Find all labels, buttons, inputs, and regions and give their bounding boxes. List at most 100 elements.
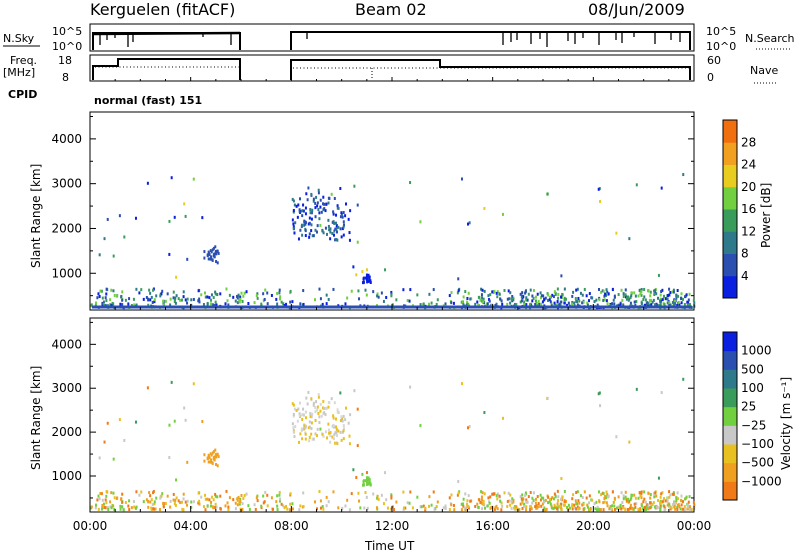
power-point [336, 230, 339, 234]
power-point [153, 298, 156, 302]
colorbar-swatch [723, 253, 737, 277]
velocity-point [312, 403, 315, 407]
power-point [192, 297, 195, 301]
velocity-point [615, 506, 618, 510]
power-point [311, 208, 314, 212]
velocity-point [227, 505, 230, 509]
power-point [319, 297, 322, 301]
velocity-point [624, 495, 627, 499]
velocity-point [513, 506, 516, 510]
power-point [330, 192, 333, 196]
velocity-point [634, 505, 637, 509]
velocity-point [366, 479, 369, 483]
power-point [366, 280, 369, 284]
velocity-point [681, 507, 684, 511]
power-point [598, 187, 601, 191]
velocity-point [332, 416, 335, 420]
velocity-point [110, 506, 113, 510]
power-point [293, 231, 296, 235]
velocity-point [515, 507, 518, 511]
power-point [646, 301, 649, 305]
power-point [532, 288, 535, 292]
velocity-point [384, 471, 387, 475]
velocity-point [96, 498, 99, 502]
velocity-point [148, 491, 151, 495]
velocity-point [376, 496, 379, 500]
velocity-point [668, 490, 671, 494]
velocity-point [523, 505, 526, 509]
velocity-point [385, 498, 388, 502]
velocity-point [496, 492, 499, 496]
velocity-point [254, 507, 257, 511]
velocity-point [217, 455, 220, 459]
velocity-point [408, 501, 411, 505]
velocity-point [586, 505, 589, 509]
velocity-point [390, 493, 393, 497]
velocity-point [671, 492, 674, 496]
station-title: Kerguelen (fitACF) [90, 0, 235, 19]
power-point [692, 298, 695, 302]
power-point [313, 298, 316, 302]
power-point [668, 301, 671, 305]
velocity-point [511, 501, 514, 505]
power-point [105, 287, 108, 291]
power-point [124, 298, 127, 302]
power-point [302, 302, 305, 306]
freq-trace-segment-2 [290, 59, 691, 80]
velocity-point [103, 505, 106, 509]
velocity-point [292, 412, 295, 416]
power-point [159, 294, 162, 298]
velocity-point [361, 472, 364, 476]
power-point [292, 227, 295, 231]
power-point [308, 232, 311, 236]
velocity-point [525, 505, 528, 509]
power-point [342, 210, 345, 214]
power-point [483, 289, 486, 293]
power-point [661, 288, 664, 292]
velocity-point [345, 406, 348, 410]
velocity-point [481, 491, 484, 495]
power-point [134, 216, 137, 220]
power-point [322, 202, 325, 206]
power-point [663, 294, 666, 298]
velocity-point [526, 500, 529, 504]
power-point [595, 298, 598, 302]
power-point [529, 288, 532, 292]
power-point [240, 291, 243, 295]
velocity-point [241, 502, 244, 506]
velocity-point [680, 503, 683, 507]
velocity-point [348, 434, 351, 438]
colorbar-swatch [723, 369, 737, 389]
power-point [200, 293, 203, 297]
velocity-point [138, 493, 141, 497]
velocity-point [335, 427, 338, 431]
velocity-point [201, 419, 204, 423]
velocity-point [534, 505, 537, 509]
power-point [356, 240, 359, 244]
y-tick-label: 4000 [51, 337, 82, 351]
power-point [606, 302, 609, 306]
power-point [457, 277, 460, 281]
power-point [147, 303, 150, 307]
velocity-point [101, 498, 104, 502]
velocity-point [264, 490, 267, 494]
velocity-point [480, 490, 483, 494]
power-point [174, 301, 177, 305]
x-axis-label: Time UT [364, 539, 415, 553]
velocity-point [181, 507, 184, 511]
velocity-point [654, 491, 657, 495]
velocity-point [152, 491, 155, 495]
velocity-point [531, 501, 534, 505]
power-point [112, 289, 115, 293]
velocity-point [620, 491, 623, 495]
velocity-point [186, 503, 189, 507]
velocity-point [463, 506, 466, 510]
power-point [266, 302, 269, 306]
power-point [624, 293, 627, 297]
power-point [312, 199, 315, 203]
x-tick-label: 04:00 [173, 519, 208, 533]
velocity-point [106, 421, 109, 425]
power-point [329, 227, 332, 231]
